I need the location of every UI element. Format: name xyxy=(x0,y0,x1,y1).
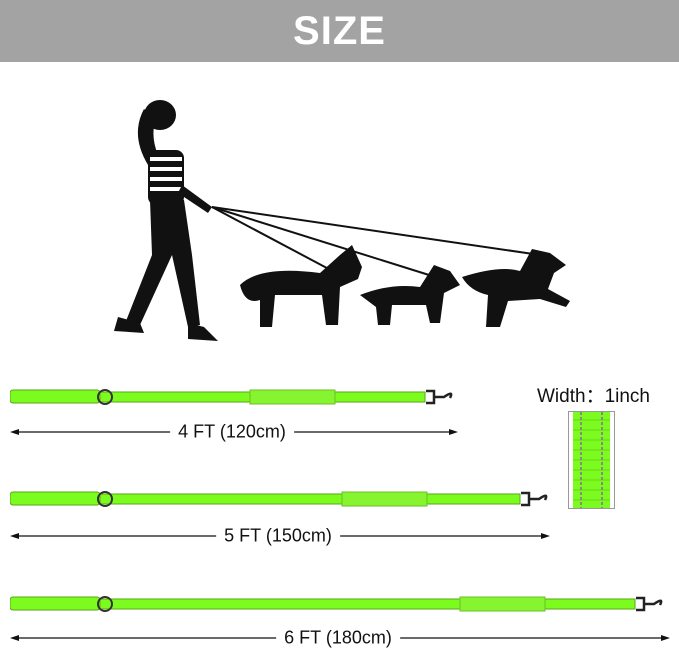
woman-walking-dogs-illustration xyxy=(114,100,570,341)
length-label-6ft: 6 FT (180cm) xyxy=(276,627,400,649)
width-label: Width：1inch xyxy=(537,386,650,407)
header-title: SIZE xyxy=(293,8,386,53)
header-banner: SIZE xyxy=(0,0,679,62)
leash-4ft xyxy=(10,389,453,405)
length-label-5ft: 5 FT (150cm) xyxy=(216,525,340,547)
leash-6ft xyxy=(10,596,663,612)
leash-5ft xyxy=(10,491,548,507)
webbing-width-swatch xyxy=(568,411,615,509)
length-label-4ft: 4 FT (120cm) xyxy=(170,421,294,443)
